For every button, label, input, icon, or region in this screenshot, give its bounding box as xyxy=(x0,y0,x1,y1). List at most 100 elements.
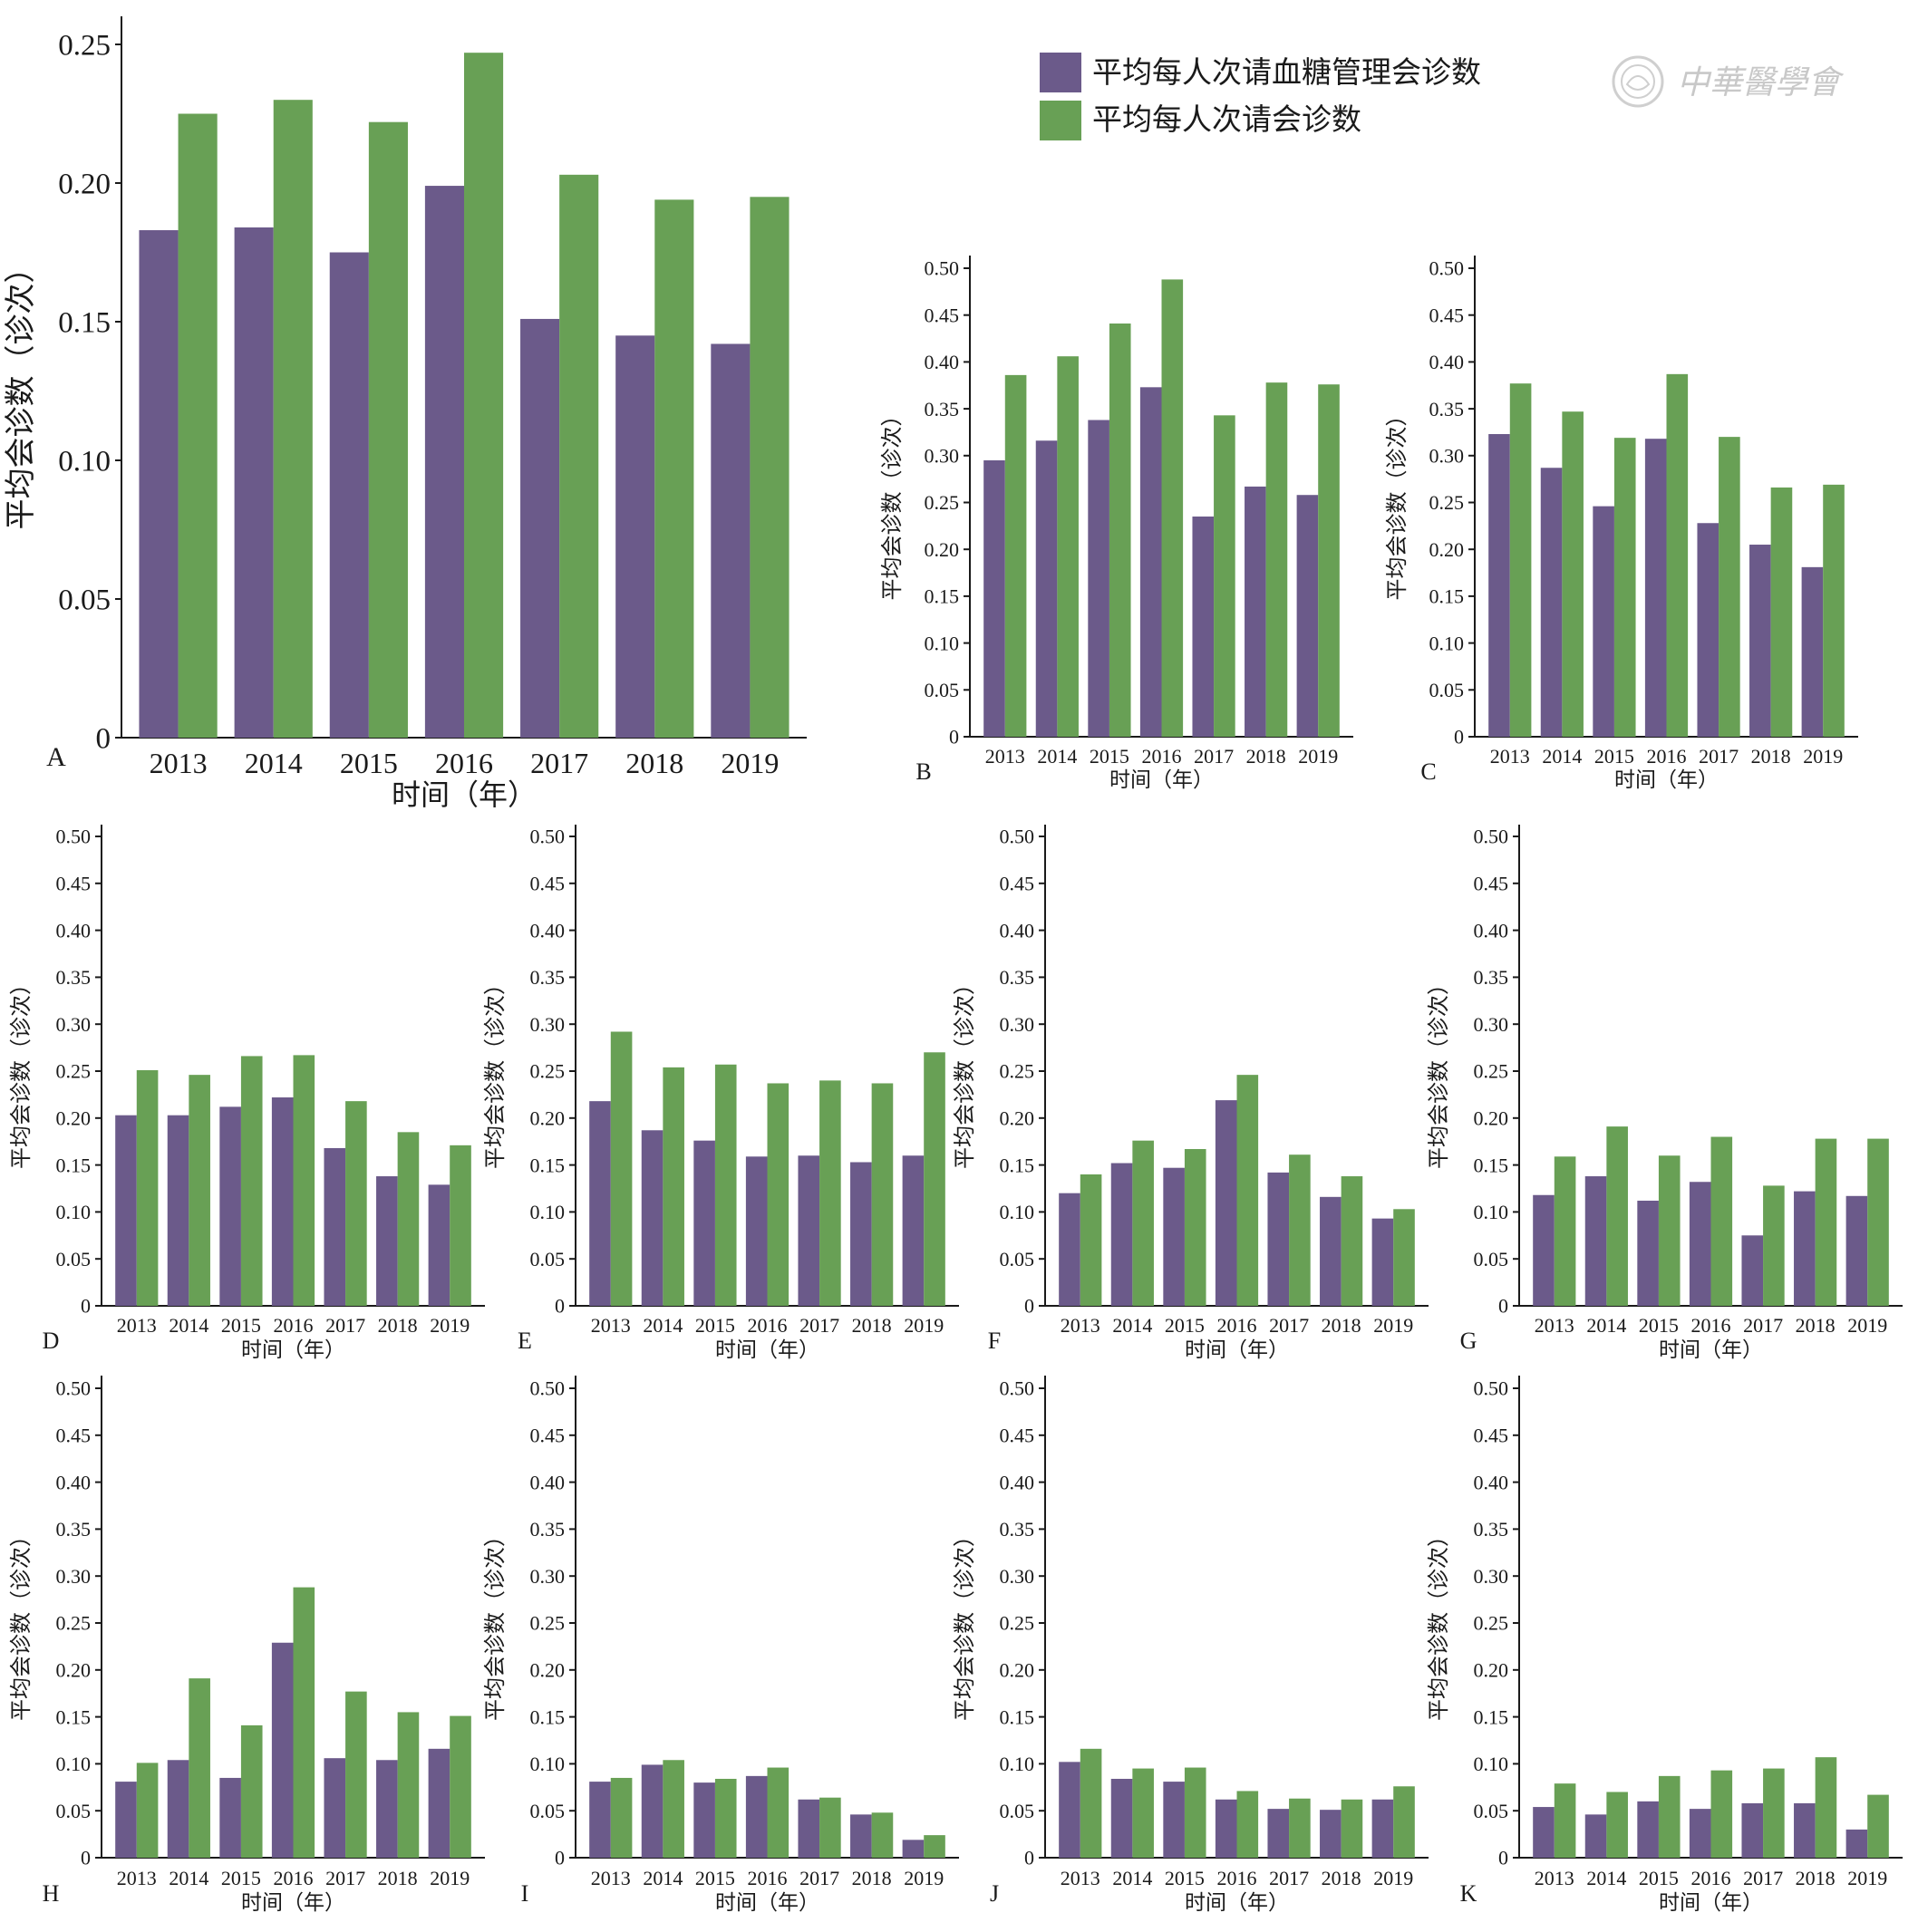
bar-G-2018-total xyxy=(1815,1138,1837,1306)
bar-J-2019-total xyxy=(1393,1786,1415,1858)
bar-B-2014-total xyxy=(1057,356,1079,737)
bar-G-2019-glucose xyxy=(1845,1195,1868,1306)
y-tick-label-G: 0.45 xyxy=(1474,873,1509,895)
bar-G-2019-total xyxy=(1867,1138,1889,1306)
y-tick-label-B: 0.15 xyxy=(925,585,960,608)
y-tick-label-F: 0 xyxy=(1024,1295,1034,1318)
y-tick-label-G: 0.25 xyxy=(1474,1060,1509,1083)
bar-I-2013-total xyxy=(610,1777,633,1858)
watermark: 中華醫學會 xyxy=(1612,55,1845,108)
y-tick-label-C: 0.40 xyxy=(1429,351,1465,373)
x-tick-label-E: 2016 xyxy=(748,1314,788,1337)
y-tick-label-C: 0.15 xyxy=(1429,585,1465,608)
y-tick-label-G: 0.05 xyxy=(1474,1248,1509,1270)
panel-label-K: K xyxy=(1460,1880,1477,1907)
y-tick-label-F: 0.15 xyxy=(1000,1154,1035,1176)
y-tick-label-E: 0.35 xyxy=(530,966,566,989)
bar-G-2014-glucose xyxy=(1584,1176,1607,1306)
x-tick-label-A: 2017 xyxy=(530,747,588,779)
x-tick-label-A: 2014 xyxy=(245,747,303,779)
bar-E-2015-glucose xyxy=(693,1140,715,1306)
bar-G-2016-total xyxy=(1710,1136,1733,1306)
y-tick-label-I: 0 xyxy=(555,1847,565,1869)
bar-D-2016-glucose xyxy=(271,1097,294,1306)
bar-E-2016-total xyxy=(767,1083,789,1306)
x-tick-label-B: 2017 xyxy=(1194,745,1234,768)
y-axis-label-F: 平均会诊数（诊次） xyxy=(953,973,977,1169)
bar-K-2019-glucose xyxy=(1845,1829,1868,1858)
x-tick-label-C: 2014 xyxy=(1542,745,1582,768)
y-axis-label-E: 平均会诊数（诊次） xyxy=(483,973,508,1169)
y-tick-label-G: 0.10 xyxy=(1474,1201,1509,1223)
bar-H-2014-glucose xyxy=(167,1760,189,1858)
y-tick-label-J: 0.50 xyxy=(1000,1377,1035,1400)
y-tick-label-D: 0.05 xyxy=(56,1248,92,1270)
bar-J-2016-glucose xyxy=(1215,1799,1237,1858)
y-tick-label-C: 0.45 xyxy=(1429,304,1465,326)
panel-label-D: D xyxy=(43,1328,60,1354)
bar-J-2017-glucose xyxy=(1267,1809,1290,1858)
bar-F-2019-glucose xyxy=(1371,1218,1394,1306)
bar-I-2016-glucose xyxy=(745,1775,768,1858)
y-tick-label-E: 0.20 xyxy=(530,1107,566,1130)
bar-E-2013-glucose xyxy=(589,1101,611,1306)
chart-panel-A: 0 0.05 0.10 0.15 0.20 0.25 2013 2014 2015 2016 201… xyxy=(4,16,807,811)
bar-I-2013-glucose xyxy=(589,1782,611,1858)
y-tick-label-C: 0.50 xyxy=(1429,257,1465,280)
bar-F-2014-glucose xyxy=(1110,1163,1133,1306)
bar-I-2014-glucose xyxy=(641,1764,664,1858)
y-tick-label-K: 0.25 xyxy=(1474,1612,1509,1635)
y-tick-label-B: 0.20 xyxy=(925,538,960,561)
bar-I-2017-total xyxy=(819,1797,841,1858)
y-tick-label-H: 0.40 xyxy=(56,1471,92,1493)
y-tick-label-H: 0.05 xyxy=(56,1800,92,1822)
y-tick-label-K: 0 xyxy=(1498,1847,1508,1869)
y-tick-label-I: 0.05 xyxy=(530,1800,566,1822)
y-tick-label-J: 0 xyxy=(1024,1847,1034,1869)
x-tick-label-G: 2014 xyxy=(1586,1314,1626,1337)
y-tick-label-H: 0.10 xyxy=(56,1753,92,1775)
x-tick-label-A: 2013 xyxy=(150,747,208,779)
y-tick-label-D: 0.45 xyxy=(56,873,92,895)
x-tick-label-A: 2015 xyxy=(340,747,398,779)
x-tick-label-H: 2015 xyxy=(221,1867,261,1889)
y-tick-label-I: 0.35 xyxy=(530,1518,566,1541)
bar-E-2018-glucose xyxy=(850,1162,872,1306)
y-tick-label-B: 0.50 xyxy=(925,257,960,280)
x-tick-label-J: 2019 xyxy=(1373,1867,1413,1889)
y-tick-label-K: 0.10 xyxy=(1474,1753,1509,1775)
bar-C-2019-total xyxy=(1823,484,1845,737)
panel-label-A: A xyxy=(46,742,66,772)
bar-E-2014-total xyxy=(663,1067,684,1306)
bar-H-2015-glucose xyxy=(219,1777,241,1858)
y-tick-label-D: 0.25 xyxy=(56,1060,92,1083)
bar-D-2016-total xyxy=(293,1055,315,1306)
x-axis-label-E: 时间（年） xyxy=(715,1338,819,1361)
x-tick-label-I: 2014 xyxy=(643,1867,683,1889)
bar-G-2017-glucose xyxy=(1741,1235,1764,1306)
bar-F-2015-glucose xyxy=(1163,1167,1185,1306)
bar-B-2017-total xyxy=(1214,415,1235,737)
bar-K-2015-total xyxy=(1658,1775,1681,1858)
y-tick-label-I: 0.45 xyxy=(530,1425,566,1447)
bar-A-2018-total xyxy=(654,199,694,739)
x-tick-label-G: 2015 xyxy=(1639,1314,1679,1337)
y-tick-label-A: 0 xyxy=(96,723,111,756)
y-tick-label-J: 0.35 xyxy=(1000,1518,1035,1541)
panel-label-J: J xyxy=(990,1880,999,1907)
y-tick-label-E: 0.05 xyxy=(530,1248,566,1270)
bar-C-2016-glucose xyxy=(1644,439,1667,737)
x-axis-label-H: 时间（年） xyxy=(241,1891,345,1914)
y-tick-label-I: 0.15 xyxy=(530,1705,566,1728)
panel-label-F: F xyxy=(988,1328,1001,1354)
x-axis-label-G: 时间（年） xyxy=(1659,1338,1763,1361)
bar-F-2017-total xyxy=(1289,1154,1311,1306)
bar-I-2015-glucose xyxy=(693,1782,715,1858)
y-tick-label-A: 0.05 xyxy=(58,584,111,617)
x-tick-label-G: 2013 xyxy=(1535,1314,1574,1337)
bar-E-2013-total xyxy=(610,1031,633,1306)
y-tick-label-K: 0.20 xyxy=(1474,1659,1509,1682)
x-tick-label-E: 2013 xyxy=(591,1314,631,1337)
bar-F-2018-glucose xyxy=(1320,1196,1342,1306)
y-axis-label-B: 平均会诊数（诊次） xyxy=(880,405,905,601)
